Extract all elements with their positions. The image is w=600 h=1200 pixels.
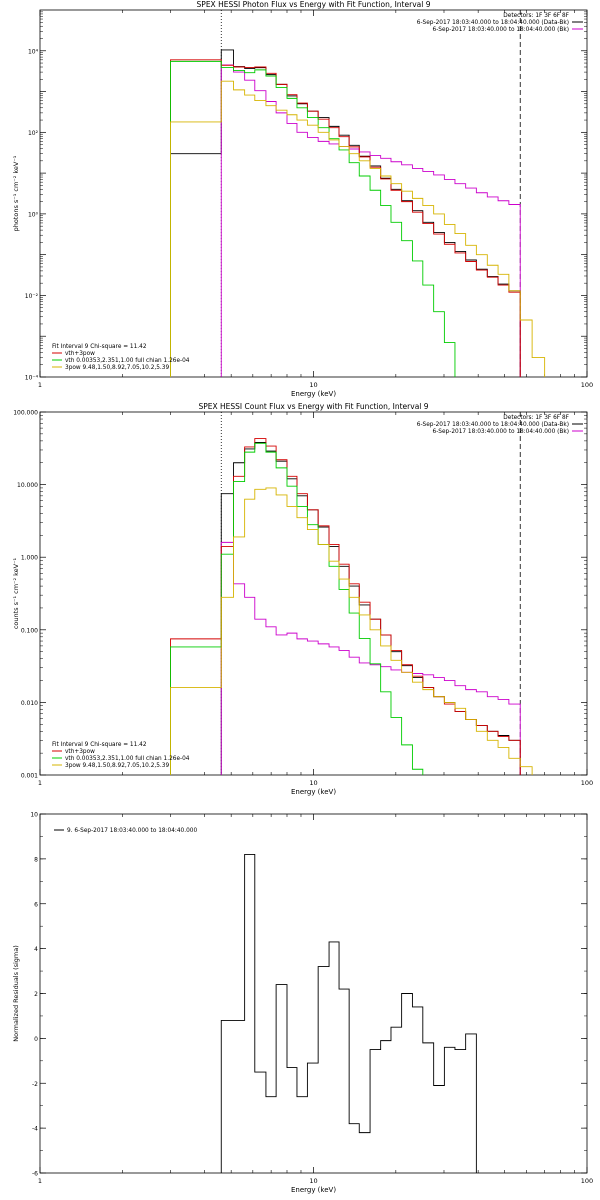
series-bk xyxy=(220,541,521,775)
legend-label: vth+3pow xyxy=(65,351,95,357)
header-line: 6-Sep-2017 18:03:40.000 to 18:04:40.000 … xyxy=(433,27,569,33)
series-pow3 xyxy=(170,80,546,377)
y-tick-label: 8 xyxy=(34,856,38,863)
y-tick-label: 10⁻² xyxy=(25,293,39,300)
series-data_bk xyxy=(170,49,521,377)
y-tick-label: 0 xyxy=(34,1036,38,1043)
y-tick-label: 10 xyxy=(30,812,38,819)
plot-frame xyxy=(39,9,588,378)
x-tick-label: 100 xyxy=(581,1177,593,1185)
legend-title: Fit Interval 9 Chi-square = 11.42 xyxy=(52,344,147,350)
y-tick-label: 1.000 xyxy=(21,555,38,562)
legend-label: 3pow 9.48,1.50,8.92,7.05,10.2,5.39 xyxy=(65,365,169,371)
series-group xyxy=(170,438,533,775)
x-tick-label: 10 xyxy=(309,779,317,787)
chart-title: SPEX HESSI Photon Flux vs Energy with Fi… xyxy=(197,0,431,9)
y-tick-label: 0.001 xyxy=(21,773,38,780)
series-group xyxy=(220,853,477,1173)
residuals-chart: 1 10 100 Energy (keV) -6 -4 -2 0 2 4 6 8 10 Normalize… xyxy=(12,812,593,1195)
y-tick-label: -2 xyxy=(32,1081,38,1088)
y-tick-label: 100.000 xyxy=(13,410,38,417)
x-tick-label: 10 xyxy=(309,381,317,389)
series-vth_3pow xyxy=(170,59,521,377)
plot-frame xyxy=(39,813,588,1174)
legend-label: vth+3pow xyxy=(65,749,95,755)
x-tick-label: 1 xyxy=(38,1177,42,1185)
x-tick-label: 10 xyxy=(309,1177,317,1185)
chart-title: SPEX HESSI Count Flux vs Energy with Fit… xyxy=(198,402,428,411)
series-residuals xyxy=(220,853,477,1173)
y-tick-label: 4 xyxy=(34,946,38,953)
y-tick-label: 10.000 xyxy=(17,482,38,489)
header-line: Detectors: 1F 3F 6F 8F xyxy=(503,415,569,421)
y-tick-label: -6 xyxy=(32,1171,38,1178)
x-tick-label: 100 xyxy=(581,779,593,787)
count-flux-chart: SPEX HESSI Count Flux vs Energy with Fit… xyxy=(12,402,593,796)
y-tick-label: 0.010 xyxy=(21,700,38,707)
x-axis-label: Energy (keV) xyxy=(291,788,336,796)
x-tick-label: 1 xyxy=(38,381,42,389)
header-line: Detectors: 1F 3F 6F 8F xyxy=(503,13,569,19)
photon-flux-chart: SPEX HESSI Photon Flux vs Energy with Fi… xyxy=(12,0,593,398)
legend-label: 9. 6-Sep-2017 18:03:40.000 to 18:04:40.0… xyxy=(67,828,197,834)
series-pow3 xyxy=(170,487,533,775)
x-axis-label: Energy (keV) xyxy=(291,390,336,398)
y-tick-label: 10⁴ xyxy=(28,48,39,55)
legend-label: vth 0.00353,2.351,1.00 full chian 1.26e-… xyxy=(65,756,190,762)
y-axis-label: photons s⁻¹ cm⁻² keV⁻¹ xyxy=(12,155,20,231)
y-tick-label: 2 xyxy=(34,991,38,998)
x-tick-label: 1 xyxy=(38,779,42,787)
y-axis-label: counts s⁻¹ cm⁻² keV⁻¹ xyxy=(12,557,20,629)
plot-frame xyxy=(39,411,588,776)
header-line: 6-Sep-2017 18:03:40.000 to 18:04:40.000 … xyxy=(433,429,569,435)
x-tick-label: 100 xyxy=(581,381,593,389)
y-tick-label: -4 xyxy=(32,1126,38,1133)
legend-label: vth 0.00353,2.351,1.00 full chian 1.26e-… xyxy=(65,358,190,364)
y-tick-label: 10² xyxy=(28,130,39,137)
header-line: 6-Sep-2017 18:03:40.000 to 18:04:40.000 … xyxy=(417,422,569,428)
legend-title: Fit Interval 9 Chi-square = 11.42 xyxy=(52,742,147,748)
series-vth xyxy=(170,60,456,377)
y-tick-label: 10⁻⁴ xyxy=(25,375,39,382)
y-tick-label: 6 xyxy=(34,901,38,908)
y-axis-label: Normalized Residuals (sigma) xyxy=(12,945,20,1042)
series-vth_3pow xyxy=(170,438,521,775)
x-axis-label: Energy (keV) xyxy=(291,1186,336,1194)
series-vth xyxy=(170,442,424,775)
y-tick-label: 0.100 xyxy=(21,627,38,634)
y-tick-label: 10⁰ xyxy=(28,211,39,218)
header-line: 6-Sep-2017 18:03:40.000 to 18:04:40.000 … xyxy=(417,20,569,26)
series-bk xyxy=(220,64,521,377)
legend-label: 3pow 9.48,1.50,8.92,7.05,10.2,5.39 xyxy=(65,763,169,769)
series-group xyxy=(170,49,546,377)
